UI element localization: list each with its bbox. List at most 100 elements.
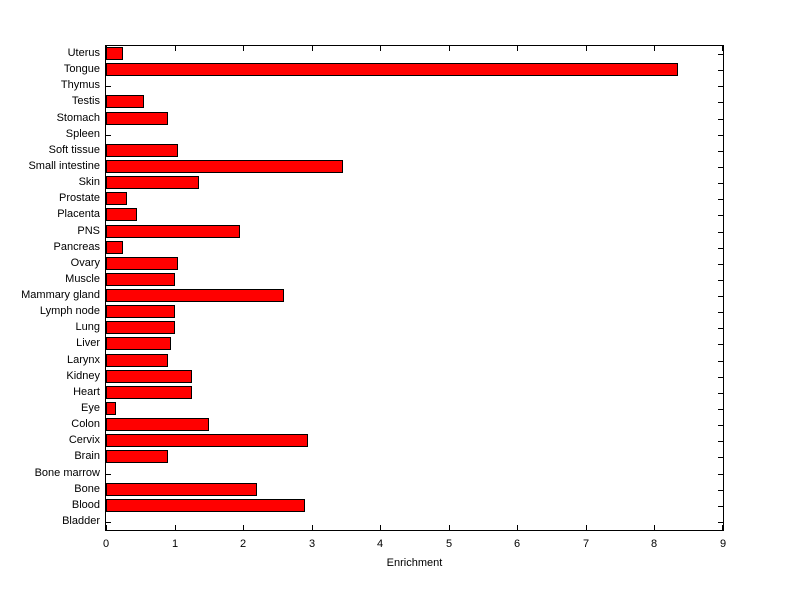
x-axis-tick [517,46,518,51]
y-tick-label: Lymph node [39,305,100,317]
bar-tongue [106,63,678,76]
y-axis-tick [718,312,723,313]
y-tick-label: Spleen [65,128,100,140]
x-tick-label: 9 [719,538,727,550]
bar-skin [106,176,199,189]
x-axis-tick [654,46,655,51]
y-axis-tick [718,70,723,71]
y-axis-tick [106,522,111,523]
y-tick-label: Bone [74,483,100,495]
bar-ovary [106,257,178,270]
y-tick-label: Ovary [70,257,100,269]
y-axis-tick [718,232,723,233]
x-tick-label: 5 [445,538,453,550]
y-axis-tick [718,102,723,103]
y-tick-label: Heart [73,386,100,398]
x-axis-tick [654,525,655,530]
bar-lymph-node [106,305,175,318]
y-tick-label: Mammary gland [21,289,100,301]
y-axis-tick [718,522,723,523]
y-axis-tick [718,151,723,152]
x-axis-tick [517,525,518,530]
y-axis-tick [718,280,723,281]
bar-larynx [106,354,168,367]
y-tick-label: Tongue [63,63,100,75]
x-axis-tick [312,525,313,530]
x-tick-label: 6 [513,538,521,550]
y-tick-label: Blood [71,499,100,511]
y-tick-label: Skin [78,176,100,188]
y-tick-label: Larynx [66,354,100,366]
y-tick-label: Cervix [68,434,100,446]
y-axis-tick [718,377,723,378]
y-tick-label: Pancreas [53,241,100,253]
y-tick-label: Eye [81,402,100,414]
y-axis-tick [106,474,111,475]
y-axis-tick [718,361,723,362]
plot-area [105,45,724,531]
bar-brain [106,450,168,463]
x-tick-label: 3 [308,538,316,550]
y-axis-tick [718,328,723,329]
x-axis-tick [106,525,107,530]
bar-kidney [106,370,192,383]
y-axis-tick [718,296,723,297]
y-axis-tick [718,490,723,491]
bar-eye [106,402,116,415]
bar-testis [106,95,144,108]
y-tick-label: Testis [71,95,100,107]
x-axis-tick [586,525,587,530]
x-axis-title: Enrichment [386,557,443,569]
x-axis-tick [586,46,587,51]
y-tick-label: Small intestine [28,160,100,172]
x-axis-tick [449,525,450,530]
y-tick-label: Uterus [67,47,100,59]
y-tick-label: Prostate [59,192,100,204]
x-tick-label: 7 [582,538,590,550]
x-axis-tick [449,46,450,51]
bar-muscle [106,273,175,286]
y-tick-label: Bone marrow [34,467,100,479]
x-tick-label: 0 [102,538,110,550]
bar-uterus [106,47,123,60]
y-tick-label: Stomach [56,112,100,124]
y-axis-tick [106,135,111,136]
y-axis-tick [718,86,723,87]
y-axis-tick [106,86,111,87]
x-tick-label: 2 [239,538,247,550]
y-tick-label: Soft tissue [48,144,100,156]
x-tick-label: 1 [171,538,179,550]
bar-bone [106,483,257,496]
bar-mammary-gland [106,289,284,302]
x-axis-tick [312,46,313,51]
y-tick-label: Kidney [66,370,100,382]
x-axis-tick [380,525,381,530]
bar-pancreas [106,241,123,254]
x-tick-label: 4 [376,538,384,550]
y-axis-tick [718,506,723,507]
x-axis-tick [243,46,244,51]
y-tick-label: Liver [76,337,100,349]
y-axis-tick [718,135,723,136]
y-axis-tick [718,183,723,184]
x-axis-tick [243,525,244,530]
y-axis-tick [718,199,723,200]
x-axis-tick [380,46,381,51]
bar-placenta [106,208,137,221]
bar-pns [106,225,240,238]
y-axis-tick [718,167,723,168]
x-axis-tick [175,525,176,530]
y-axis-tick [718,248,723,249]
y-tick-label: PNS [77,225,100,237]
y-axis-tick [718,441,723,442]
bar-colon [106,418,209,431]
y-axis-tick [718,215,723,216]
y-axis-tick [718,393,723,394]
bar-soft-tissue [106,144,178,157]
y-axis-tick [718,409,723,410]
bar-cervix [106,434,308,447]
bar-stomach [106,112,168,125]
y-axis-tick [718,344,723,345]
x-axis-tick [175,46,176,51]
